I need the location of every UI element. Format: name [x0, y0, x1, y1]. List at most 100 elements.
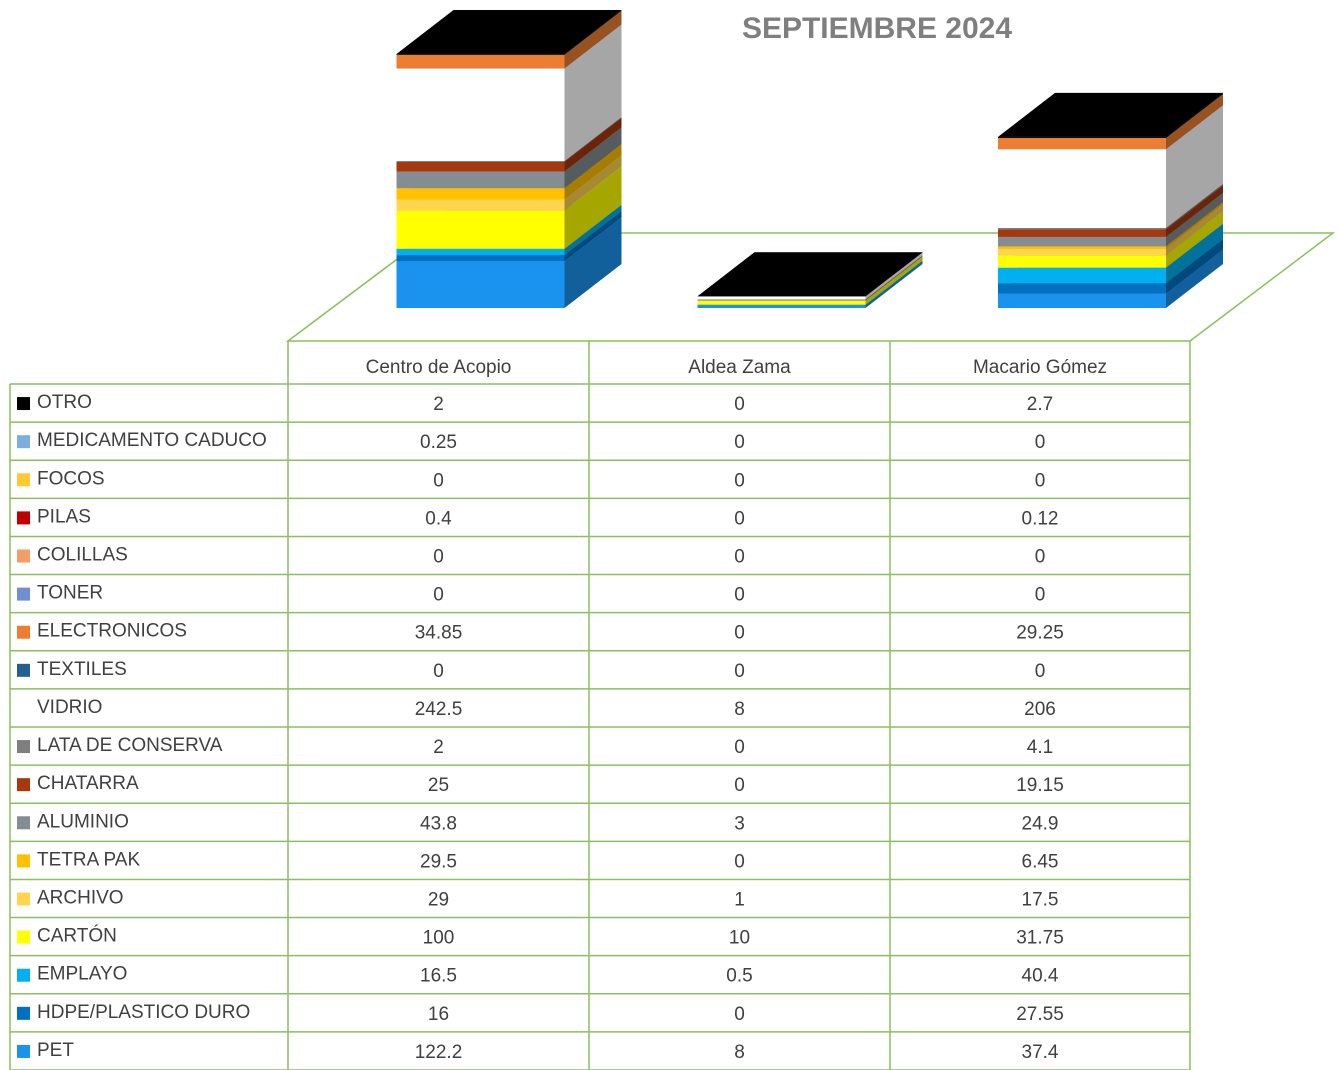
table-value: 206: [1024, 699, 1056, 720]
bar: [396, 161, 565, 172]
bar-side: [1166, 92, 1223, 138]
bar: [396, 210, 565, 249]
legend-key: [17, 663, 30, 677]
table-value: 29.5: [420, 851, 457, 872]
legend-label: ALUMINIO: [37, 811, 129, 832]
table-value: 6.45: [1022, 851, 1059, 872]
legend-label: TETRA PAK: [37, 849, 140, 870]
bar-side: [1166, 202, 1223, 249]
bar: [998, 136, 1166, 138]
table-value: 0: [734, 775, 745, 796]
bar-side: [564, 117, 622, 162]
table-value: 0: [1035, 470, 1046, 491]
bar: [998, 283, 1166, 294]
bar: [998, 229, 1166, 237]
bar: [998, 255, 1166, 268]
bar-side: [564, 11, 622, 69]
bar-side: [564, 10, 622, 55]
legend-key: [17, 778, 30, 792]
table-value: 0: [734, 508, 745, 529]
table-value: 4.1: [1027, 737, 1053, 758]
table-value: 0: [734, 1004, 745, 1025]
table-value: 0: [734, 470, 745, 491]
table-value: 0: [734, 394, 745, 415]
bar-side: [1166, 185, 1223, 237]
bar-side: [865, 260, 923, 305]
bar: [697, 300, 866, 305]
table-value: 0.5: [726, 966, 752, 987]
legend-label: TEXTILES: [37, 659, 127, 680]
legend-key: [17, 968, 30, 982]
table-value: 0: [1035, 547, 1046, 568]
legend-key: [17, 587, 30, 601]
table-value: 0.25: [420, 432, 457, 453]
bar-side: [564, 117, 622, 172]
bar: [396, 248, 565, 256]
column-header: Aldea Zama: [688, 357, 791, 378]
legend-label: CHATARRA: [37, 773, 139, 794]
table-value: 242.5: [415, 699, 463, 720]
table-value: 0: [734, 737, 745, 758]
bar: [396, 255, 565, 262]
legend-key: [17, 435, 30, 449]
legend-label: TONER: [37, 583, 103, 604]
bar-side: [865, 260, 923, 308]
table-value: 122.2: [415, 1042, 463, 1063]
table-value: 8: [734, 699, 745, 720]
bar: [998, 293, 1166, 308]
legend-key: [17, 625, 30, 639]
bar-side: [865, 252, 923, 300]
table-value: 0: [734, 547, 745, 568]
column-header: Centro de Acopio: [366, 357, 512, 378]
bar-side: [564, 217, 622, 308]
bar: [396, 199, 565, 211]
legend-label: LATA DE CONSERVA: [37, 735, 223, 756]
bar-side: [564, 166, 622, 249]
legend-key: [17, 816, 30, 830]
bar: [998, 267, 1166, 284]
bar: [998, 248, 1166, 256]
table-value: 2.7: [1027, 394, 1053, 415]
legend-label: ELECTRONICOS: [37, 621, 187, 642]
table-value: 16.5: [420, 966, 457, 987]
table-value: 0: [734, 432, 745, 453]
table-value: 29: [428, 890, 449, 911]
bar: [396, 54, 565, 55]
bar-top: [998, 92, 1223, 137]
bar: [697, 299, 866, 301]
bar-side: [865, 256, 923, 301]
table-value: 34.85: [415, 623, 463, 644]
table-value: 43.8: [420, 813, 457, 834]
legend-label: MEDICAMENTO CADUCO: [37, 430, 267, 451]
bar: [396, 171, 565, 189]
legend-key: [17, 1044, 30, 1058]
bar-side: [1166, 192, 1223, 247]
legend-label: OTRO: [37, 392, 92, 413]
bar-top: [396, 10, 622, 54]
table-value: 0: [1035, 661, 1046, 682]
table-value: 25: [428, 775, 449, 796]
bar-side: [564, 204, 622, 256]
bar-side: [564, 10, 622, 56]
table-value: 31.75: [1016, 928, 1064, 949]
bar: [998, 236, 1166, 247]
bar-side: [1166, 249, 1223, 308]
bar: [697, 296, 866, 300]
bar: [396, 261, 565, 308]
table-value: 37.4: [1022, 1042, 1059, 1063]
column-header: Macario Gómez: [973, 357, 1107, 378]
bar-side: [1166, 204, 1223, 256]
table-value: 100: [423, 928, 455, 949]
bar-side: [1166, 183, 1223, 230]
bar-side: [1166, 105, 1223, 228]
table-value: 27.55: [1016, 1004, 1064, 1025]
table-value: 0: [1035, 432, 1046, 453]
table-value: 0.12: [1022, 508, 1059, 529]
legend-key: [17, 701, 30, 715]
table-value: 0: [734, 661, 745, 682]
bar: [998, 149, 1166, 228]
table-value: 0.4: [425, 508, 452, 529]
bar-side: [865, 255, 923, 301]
legend-label: CARTÓN: [37, 925, 117, 947]
